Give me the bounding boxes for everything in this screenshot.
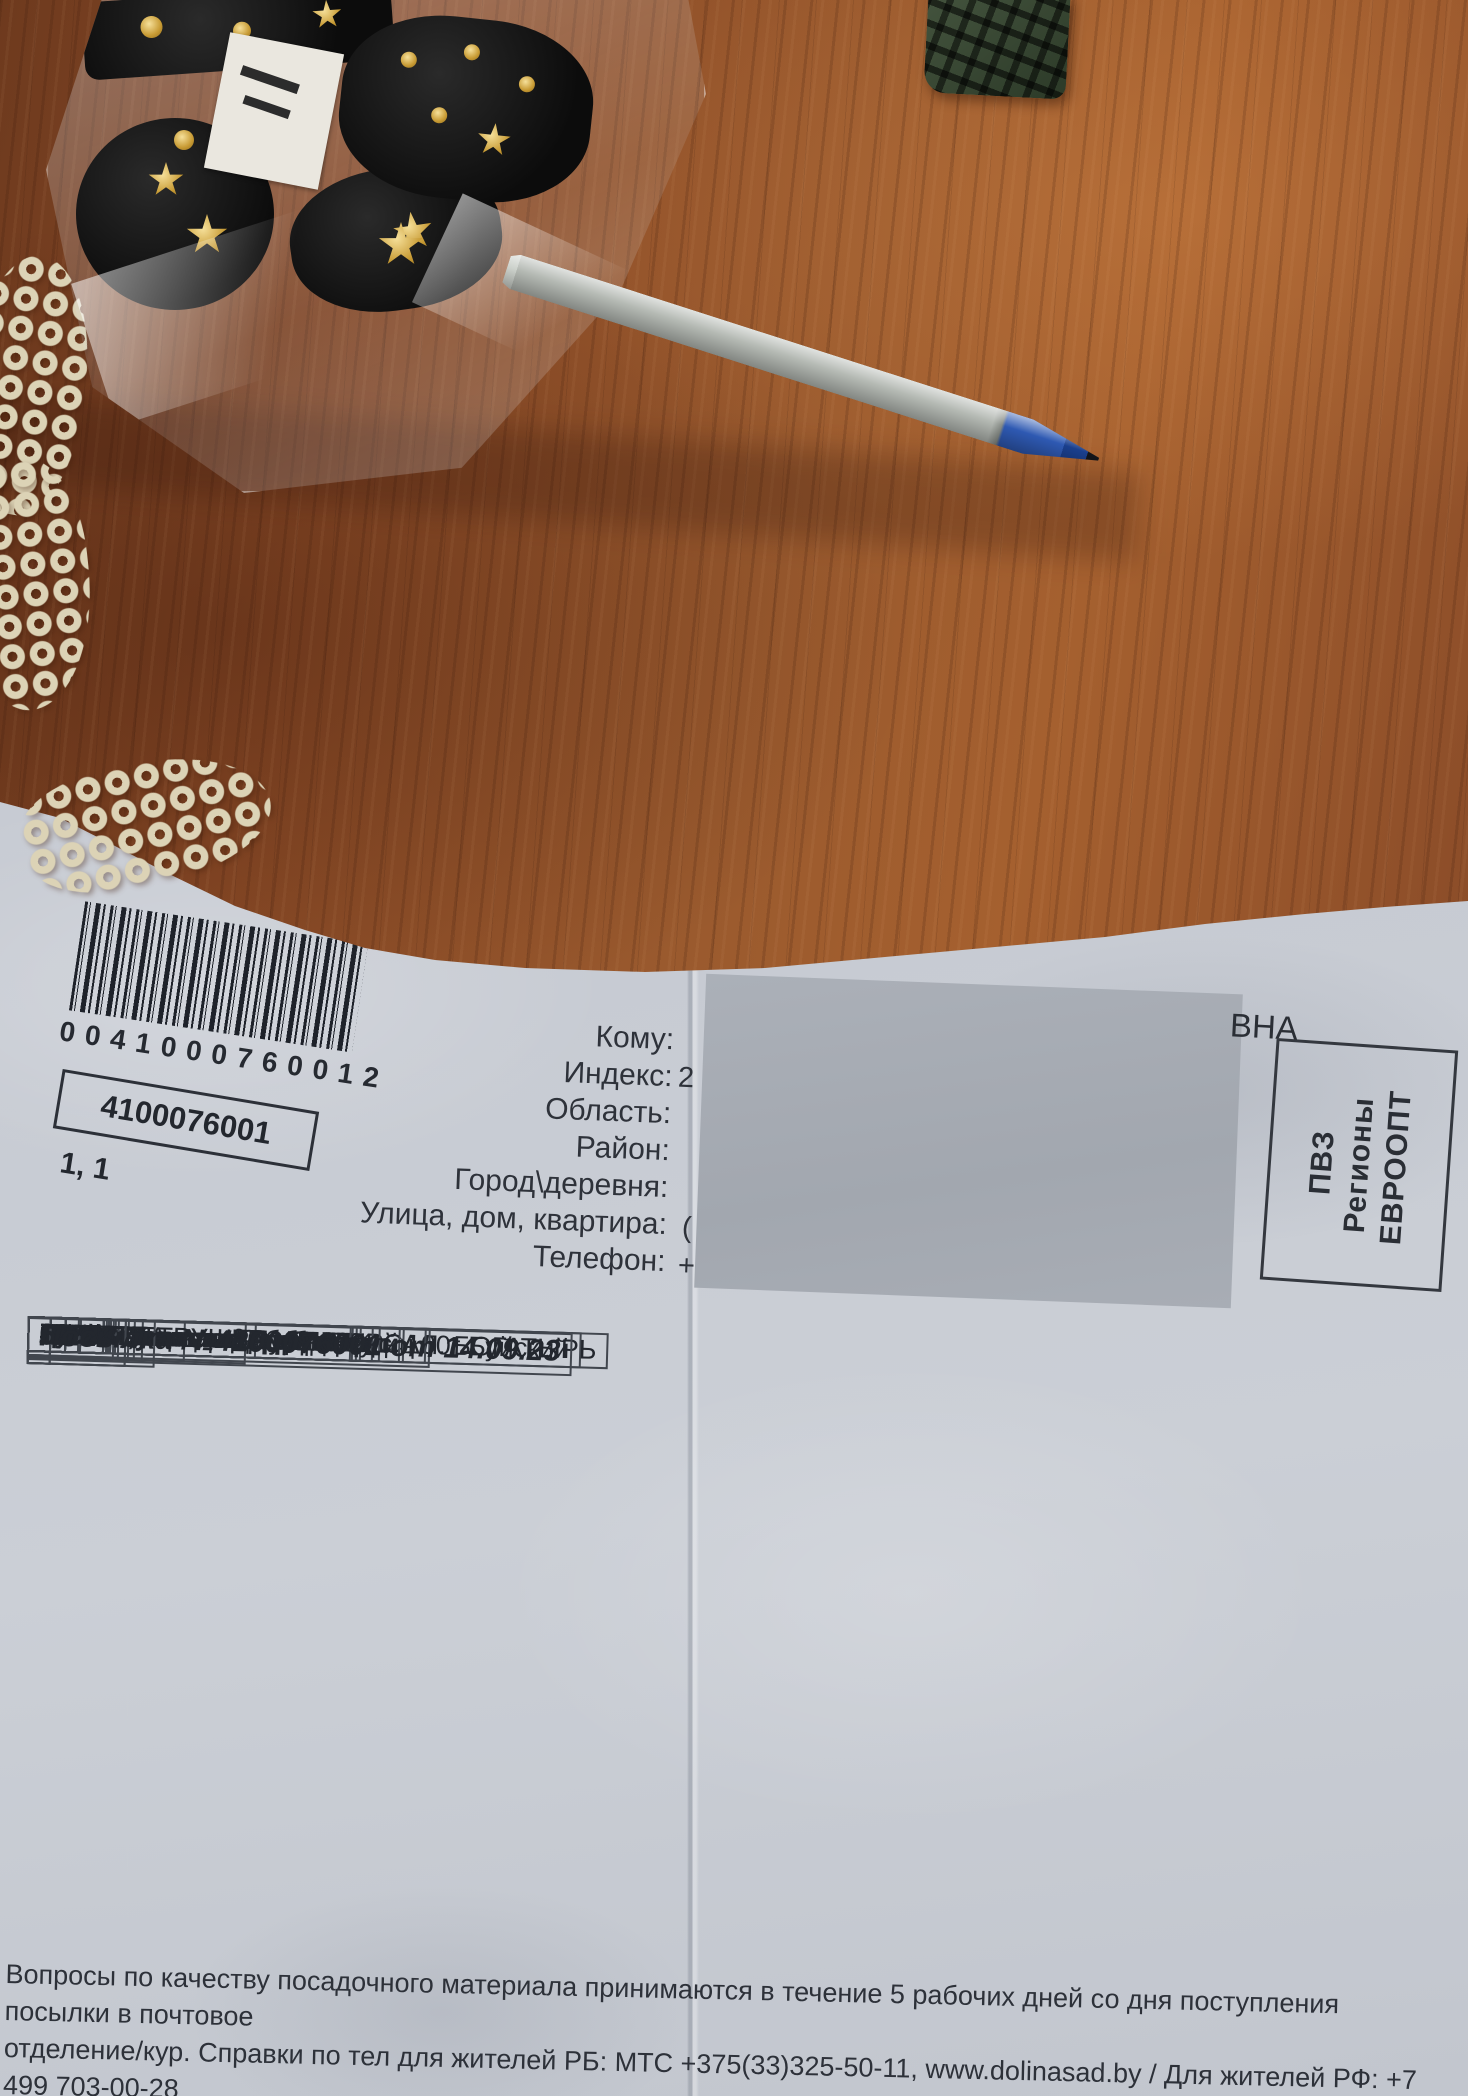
items-table: № п/п ячейка кол-во,уп. наименование цен…	[26, 1316, 1451, 1377]
gold-star-stud	[475, 121, 512, 158]
gold-stud	[430, 106, 448, 125]
gold-stud	[518, 75, 536, 94]
items-table-wrap: № п/п ячейка кол-во,уп. наименование цен…	[26, 1316, 1451, 1377]
address-value-fragment-street: (	[681, 1211, 693, 1245]
sheet-marker: 1, 1	[57, 1146, 113, 1187]
gold-stud	[174, 130, 194, 150]
privacy-redaction-box	[694, 973, 1243, 1309]
gold-stud	[139, 15, 164, 39]
gold-star-stud	[148, 162, 184, 195]
pickup-point-stamp-text: ПВЗ Регионы ЕВРООПТ	[1295, 1043, 1422, 1286]
white-label-card	[203, 32, 345, 190]
address-value-fragment-phone: +	[677, 1249, 696, 1283]
parcel-number-line: Посылка №4100076001 от 14.09.23	[26, 1316, 573, 1377]
gold-stud	[463, 43, 481, 62]
quality-footnote: Вопросы по качеству посадочного материал…	[2, 1956, 1446, 2096]
address-value-fragment-index: 2	[677, 1061, 695, 1095]
address-form: Кому: Индекс: Область: Район: Город\дере…	[320, 1008, 675, 1280]
gold-stud	[400, 50, 418, 69]
pickup-point-stamp-box: ПВЗ Регионы ЕВРООПТ	[1259, 1037, 1459, 1293]
gold-star-stud	[311, 0, 343, 31]
green-plastic-tray	[923, 0, 1071, 100]
